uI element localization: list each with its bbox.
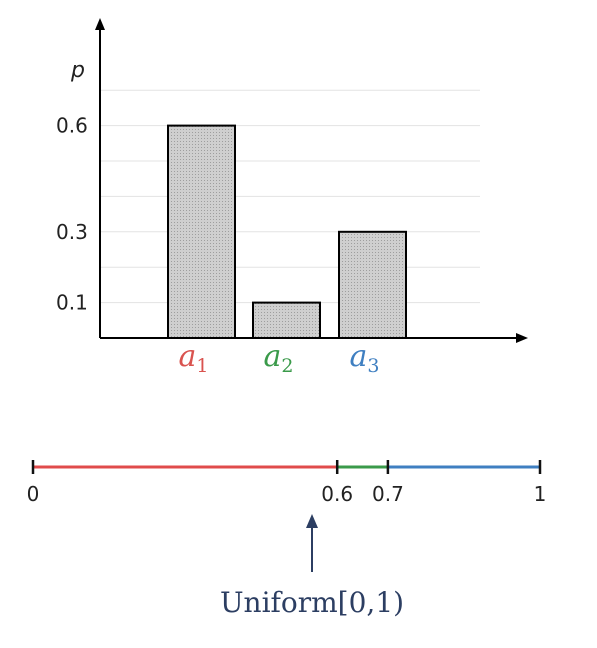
bar bbox=[339, 232, 406, 338]
category-label-subscript: 3 bbox=[367, 355, 379, 377]
y-axis-label: p bbox=[70, 58, 85, 83]
category-label-base: a bbox=[179, 339, 197, 374]
number-line-tick-label: 0.6 bbox=[321, 482, 353, 506]
category-label: a3 bbox=[350, 339, 380, 377]
bar bbox=[253, 303, 320, 338]
number-line: 0 0.6 0.7 1 bbox=[27, 460, 547, 506]
category-label-base: a bbox=[264, 339, 282, 374]
y-tick-label: 0.1 bbox=[56, 291, 88, 315]
category-label-subscript: 1 bbox=[196, 355, 208, 377]
uniform-caption: Uniform[0,1) bbox=[220, 586, 404, 619]
gridlines bbox=[100, 90, 480, 302]
number-line-tick-label: 0.7 bbox=[372, 482, 404, 506]
x-axis-arrowhead bbox=[516, 333, 528, 343]
number-line-tick-label: 1 bbox=[534, 482, 547, 506]
uniform-pointer: Uniform[0,1) bbox=[220, 514, 404, 619]
category-label-base: a bbox=[350, 339, 368, 374]
category-label: a1 bbox=[179, 339, 209, 377]
y-tick-label: 0.3 bbox=[56, 220, 88, 244]
y-tick-label: 0.6 bbox=[56, 114, 88, 138]
category-label: a2 bbox=[264, 339, 294, 377]
number-line-tick-label: 0 bbox=[27, 482, 40, 506]
y-tick-labels: 0.1 0.3 0.6 bbox=[56, 114, 88, 315]
y-axis-arrowhead bbox=[95, 18, 105, 30]
category-label-subscript: 2 bbox=[281, 355, 293, 377]
pointer-arrowhead bbox=[306, 514, 318, 528]
axes: p bbox=[70, 18, 528, 343]
bar bbox=[168, 126, 235, 338]
category-labels: a1 a2 a3 bbox=[179, 339, 380, 377]
